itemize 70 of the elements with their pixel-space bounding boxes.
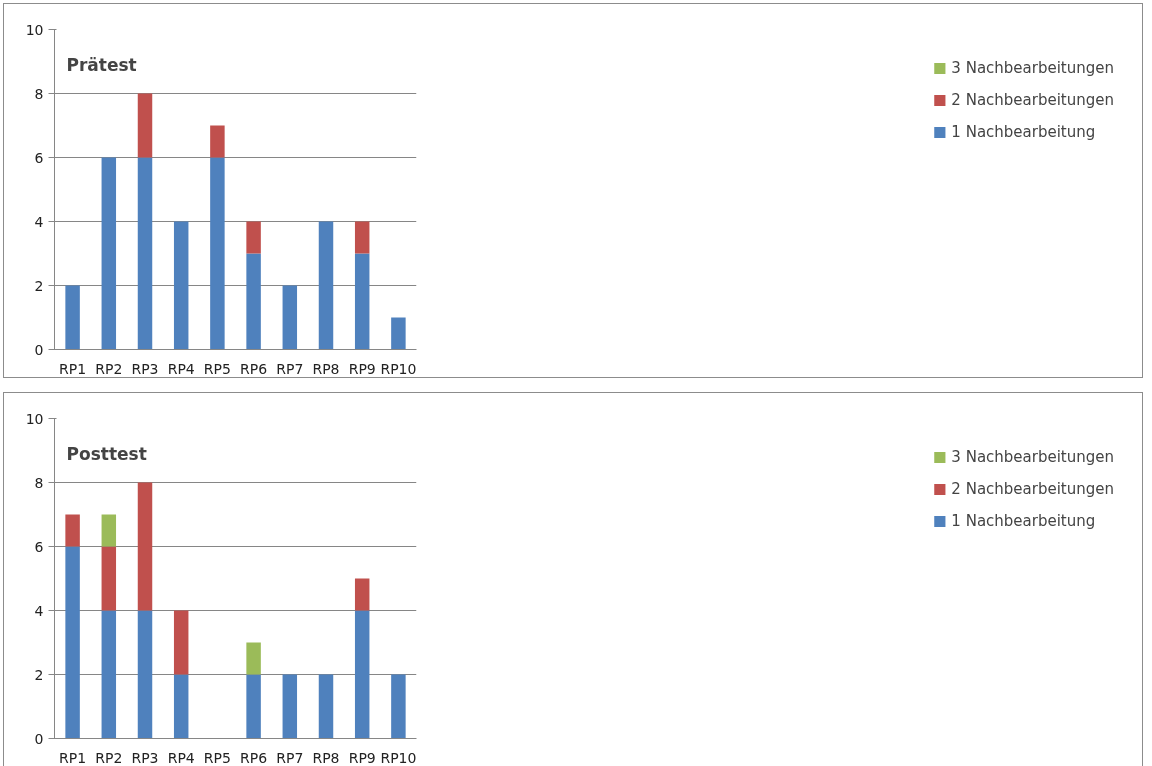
bar: [101, 610, 117, 739]
x-tick-label: RP2: [95, 749, 123, 766]
bar: [101, 514, 117, 547]
x-tick-label: RP3: [131, 360, 159, 377]
x-tick-label: RP10: [380, 749, 417, 766]
y-tick-label: 8: [34, 85, 44, 102]
bar: [354, 610, 370, 739]
bar: [65, 546, 80, 739]
y-tick-label: 4: [34, 213, 44, 230]
bar: [137, 157, 153, 350]
bar: [391, 674, 406, 739]
x-tick-label: RP4: [167, 749, 195, 766]
x-tick-label: RP4: [167, 360, 195, 377]
bar: [173, 221, 189, 350]
x-tick-label: RP7: [276, 360, 304, 377]
y-tick-label: 4: [34, 602, 44, 619]
bar: [137, 93, 153, 158]
bar: [137, 482, 153, 611]
y-tick-label: 0: [34, 730, 44, 747]
y-tick-label: 2: [34, 277, 44, 294]
x-tick-label: RP1: [59, 360, 87, 377]
x-tick-label: RP1: [59, 749, 87, 766]
bar: [65, 285, 80, 350]
bar: [318, 674, 334, 739]
y-tick-label: 2: [34, 666, 44, 683]
bar: [354, 253, 370, 350]
x-tick-label: RP6: [240, 360, 268, 377]
y-tick-label: 6: [34, 538, 44, 555]
bar: [318, 221, 334, 350]
bar: [246, 674, 261, 739]
bar: [246, 221, 261, 254]
bar: [65, 514, 80, 547]
bar: [246, 642, 261, 675]
x-tick-label: RP9: [348, 360, 376, 377]
x-tick-label: RP8: [312, 749, 340, 766]
x-tick-label: RP3: [131, 749, 159, 766]
x-tick-label: RP8: [312, 360, 340, 377]
y-tick-label: 6: [34, 149, 44, 166]
y-tick-label: 8: [34, 474, 44, 491]
bar: [210, 157, 225, 350]
bar: [282, 674, 298, 739]
bar: [354, 221, 370, 254]
legend-label: 3 Nachbearbeitungen: [951, 59, 1114, 77]
x-tick-label: RP5: [203, 360, 231, 377]
legend-label: 1 Nachbearbeitung: [951, 512, 1096, 530]
x-tick-label: RP10: [380, 360, 417, 377]
bar: [282, 285, 298, 350]
legend-label: 2 Nachbearbeitungen: [951, 91, 1114, 109]
bar: [101, 157, 117, 350]
bar: [173, 674, 189, 739]
bar: [391, 317, 406, 350]
bar: [173, 610, 189, 675]
bar: [354, 578, 370, 611]
x-tick-label: RP6: [240, 749, 268, 766]
bar: [101, 546, 117, 611]
x-tick-label: RP9: [348, 749, 376, 766]
x-tick-label: RP2: [95, 360, 123, 377]
text: Prätest: [66, 54, 137, 75]
x-tick-label: RP7: [276, 749, 304, 766]
x-tick-label: RP5: [203, 749, 231, 766]
text: Posttest: [66, 443, 147, 464]
y-tick-label: 10: [25, 21, 44, 38]
legend-label: 3 Nachbearbeitungen: [951, 448, 1114, 466]
y-tick-label: 0: [34, 341, 44, 358]
legend-label: 1 Nachbearbeitung: [951, 123, 1096, 141]
bar: [246, 253, 261, 350]
legend-label: 2 Nachbearbeitungen: [951, 480, 1114, 498]
bar: [137, 610, 153, 739]
y-tick-label: 10: [25, 410, 44, 427]
bar: [210, 125, 225, 158]
